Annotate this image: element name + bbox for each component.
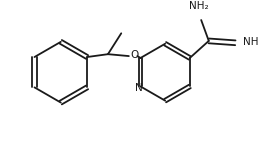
Text: NH: NH xyxy=(243,37,258,47)
Text: NH₂: NH₂ xyxy=(189,1,209,10)
Text: O: O xyxy=(130,50,139,60)
Text: N: N xyxy=(135,83,143,93)
